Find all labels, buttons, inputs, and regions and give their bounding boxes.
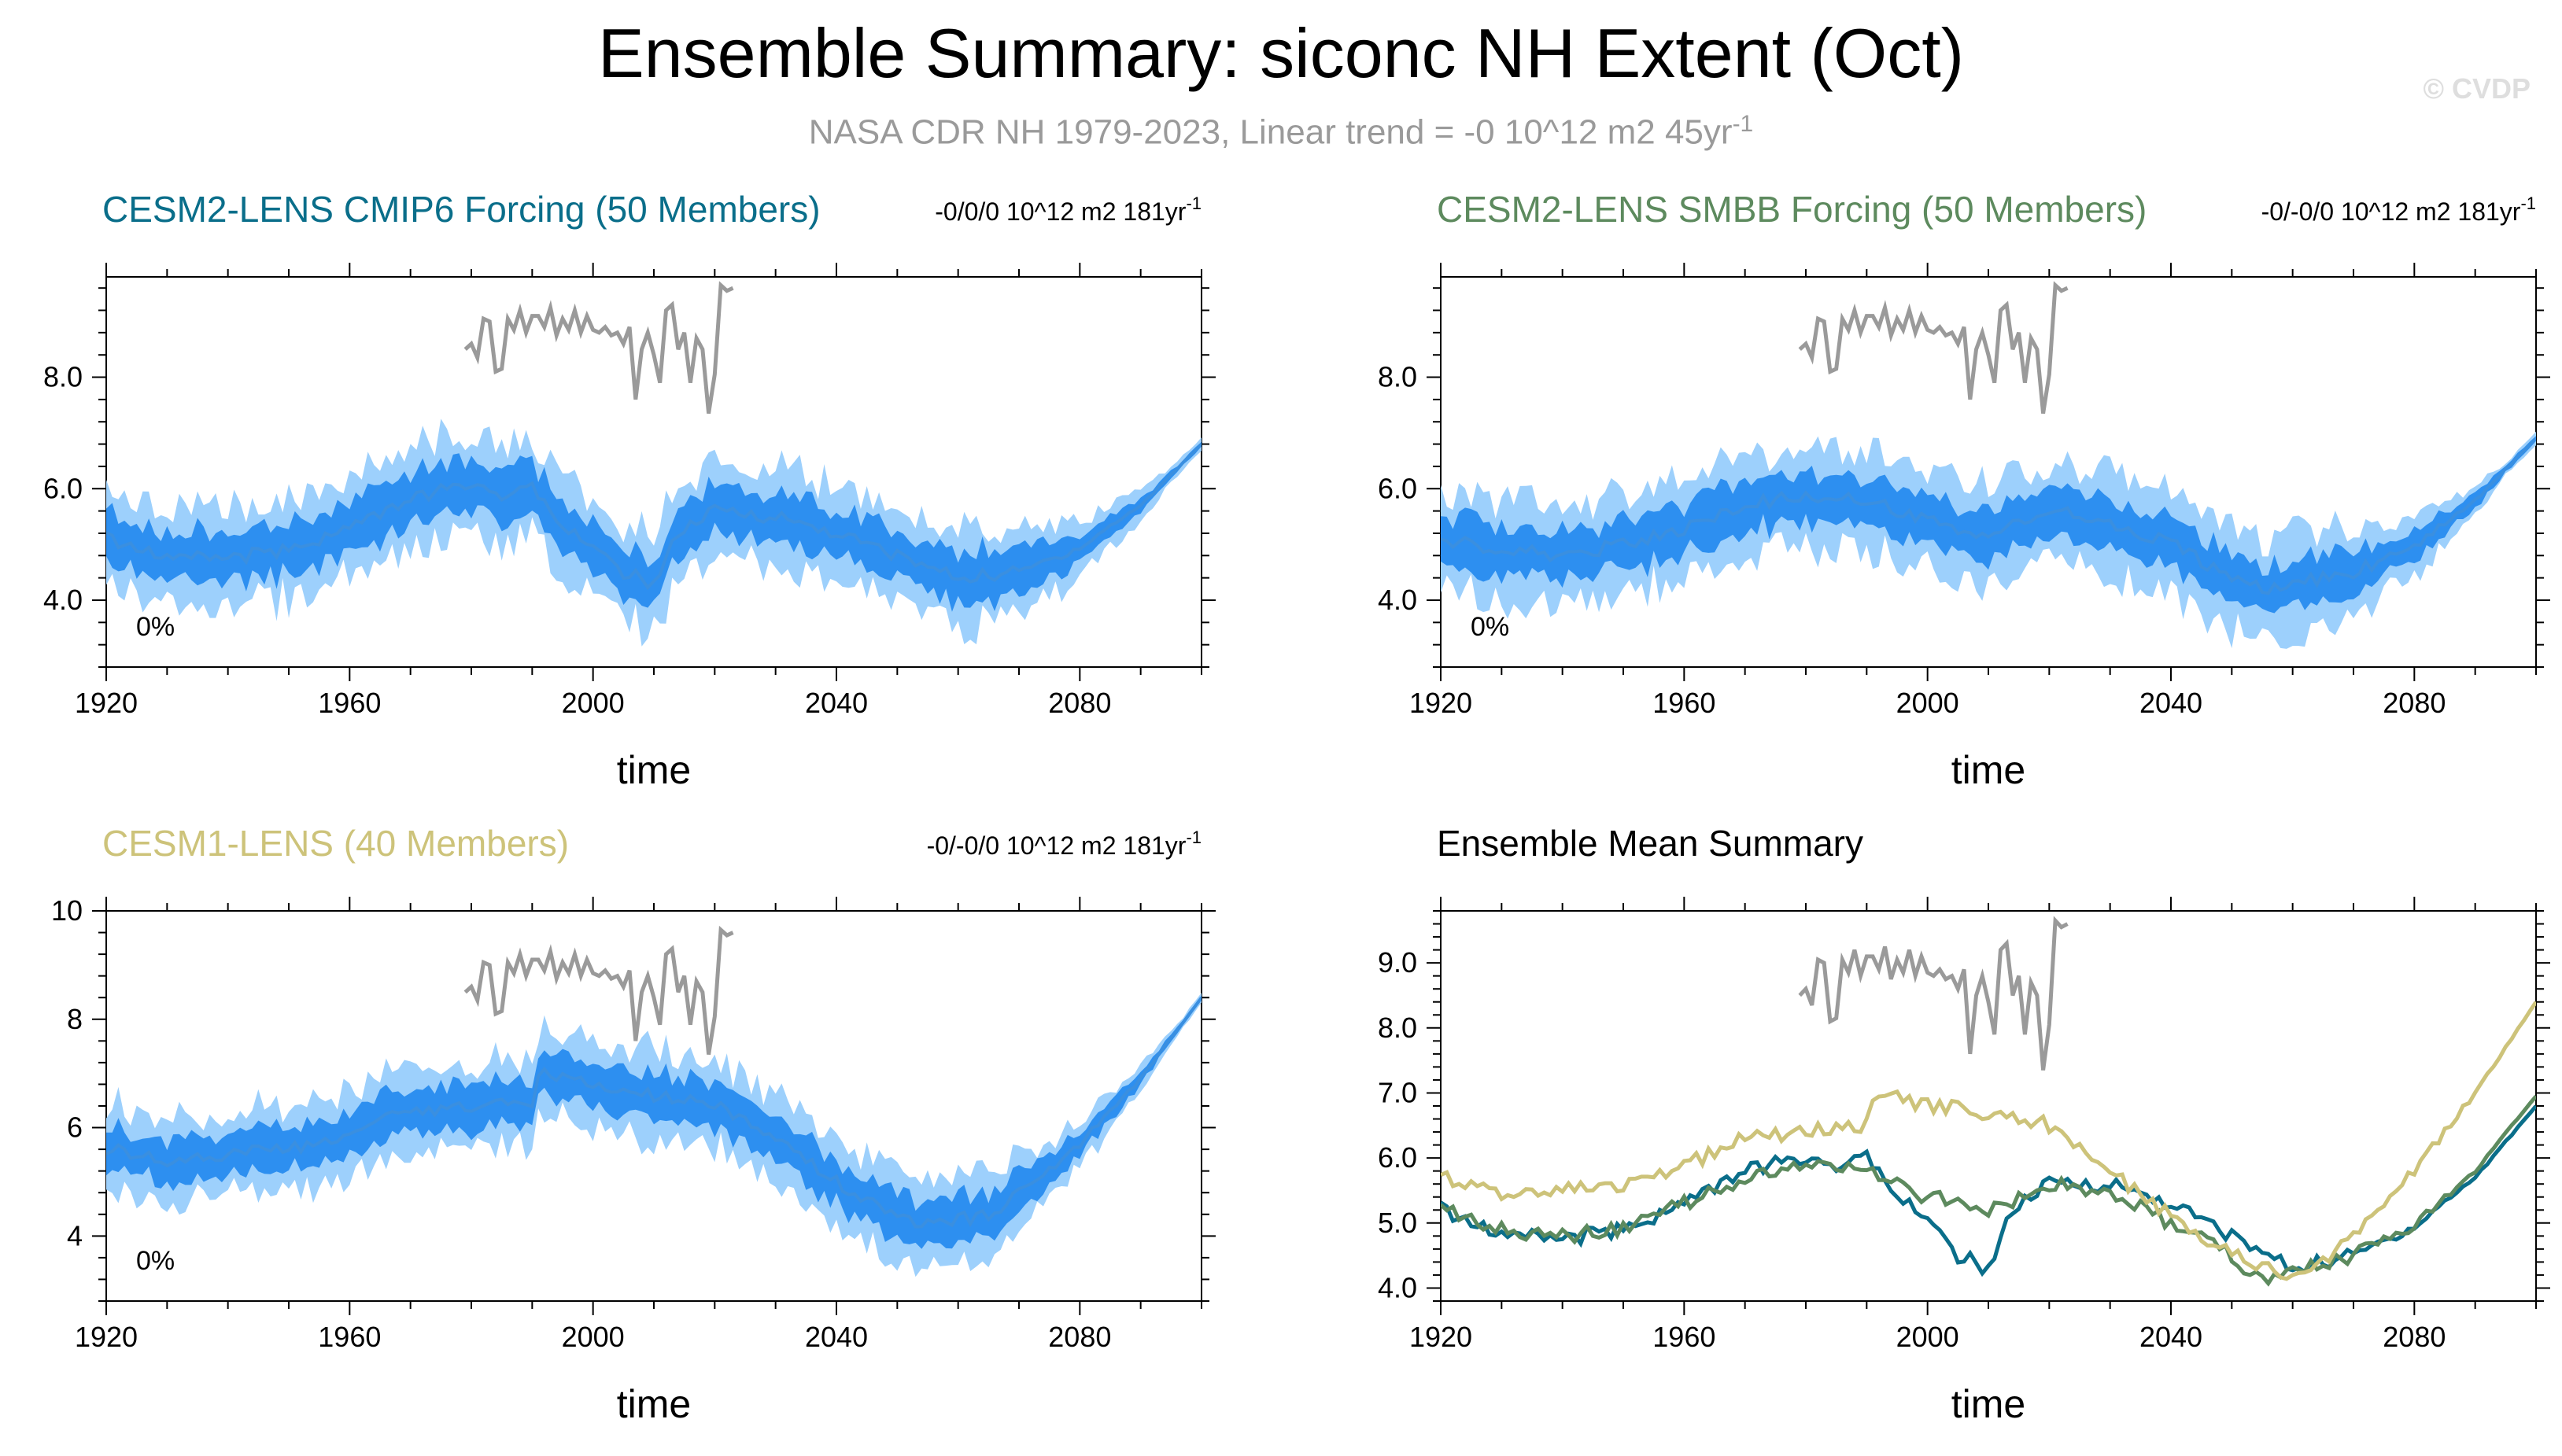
- panel-title-summary: Ensemble Mean Summary: [1437, 823, 1863, 864]
- page-subtitle: NASA CDR NH 1979-2023, Linear trend = -0…: [0, 102, 2562, 155]
- panel-cmip6: CESM2-LENS CMIP6 Forcing (50 Members) -0/…: [43, 189, 1216, 792]
- x-tick-label: 1960: [1652, 1321, 1715, 1353]
- y-tick-label: 6.0: [1378, 1141, 1417, 1174]
- observations-line: [463, 281, 734, 414]
- series-line-smbb: [1441, 1094, 2536, 1287]
- y-tick-label: 7.0: [1378, 1076, 1417, 1108]
- x-tick-label: 1960: [318, 1321, 381, 1353]
- y-tick-label: 6: [67, 1111, 83, 1144]
- trend-value: -0/-0/0 10^12 m2 181yr: [2261, 197, 2521, 226]
- y-tick-label: 8: [67, 1003, 83, 1035]
- percent-label-cmip6: 0%: [136, 612, 175, 642]
- x-tick-label: 2000: [1896, 687, 1959, 719]
- copyright-watermark: © CVDP: [2423, 72, 2531, 105]
- x-axis-label-lens1: time: [617, 1382, 691, 1426]
- series-line-cmip6: [1441, 1104, 2536, 1277]
- x-tick-label: 2000: [562, 687, 625, 719]
- x-tick-label: 1960: [1652, 687, 1715, 719]
- x-tick-label: 1920: [1409, 1321, 1472, 1353]
- trend-text-lens1: -0/-0/0 10^12 m2 181yr-1: [927, 828, 1202, 860]
- x-tick-label: 1920: [1409, 687, 1472, 719]
- x-axis-label-summary: time: [1951, 1382, 2025, 1426]
- trend-value: -0/-0/0 10^12 m2 181yr: [927, 831, 1187, 860]
- ensemble-mean-line: [106, 997, 1202, 1229]
- x-tick-label: 1920: [75, 687, 138, 719]
- x-tick-label: 2040: [2139, 1321, 2202, 1353]
- trend-text-cmip6: -0/0/0 10^12 m2 181yr-1: [935, 194, 1202, 226]
- ensemble-spread-inner: [106, 441, 1202, 612]
- panel-summary: Ensemble Mean Summary 1920 1960 2000 2040 208…: [1378, 823, 2550, 1426]
- ensemble-mean-line: [1441, 437, 2536, 595]
- x-tick-label: 1920: [75, 1321, 138, 1353]
- trend-value: -0/0/0 10^12 m2 181yr: [935, 197, 1187, 226]
- x-tick-label: 2080: [1048, 687, 1111, 719]
- x-tick-label: 2080: [2383, 687, 2446, 719]
- percent-label-smbb: 0%: [1471, 612, 1509, 642]
- plot-area-lens1: [106, 925, 1202, 1277]
- x-tick-label: 1960: [318, 687, 381, 719]
- x-axis-label-cmip6: time: [617, 748, 691, 792]
- x-tick-label: 2000: [562, 1321, 625, 1353]
- panel-lens1: CESM1-LENS (40 Members) -0/-0/0 10^12 m2 …: [51, 823, 1216, 1426]
- panel-title-lens1: CESM1-LENS (40 Members): [102, 823, 569, 864]
- page-title: Ensemble Summary: siconc NH Extent (Oct): [597, 14, 1965, 92]
- trend-superscript: -1: [1186, 828, 1202, 847]
- y-tick-label: 4: [67, 1219, 83, 1251]
- subtitle-text: NASA CDR NH 1979-2023, Linear trend = -0…: [808, 112, 1733, 152]
- y-tick-label: 4.0: [1378, 1271, 1417, 1303]
- plot-area-summary: [1441, 916, 2536, 1287]
- trend-superscript: -1: [1186, 194, 1202, 213]
- observations-line: [1798, 281, 2069, 414]
- x-tick-label: 2040: [805, 1321, 868, 1353]
- trend-text-smbb: -0/-0/0 10^12 m2 181yr-1: [2261, 194, 2536, 226]
- observations-line: [463, 925, 734, 1055]
- plot-area-cmip6: [106, 281, 1202, 647]
- y-tick-label: 4.0: [1378, 584, 1417, 616]
- x-tick-label: 2000: [1896, 1321, 1959, 1353]
- panel-title-smbb: CESM2-LENS SMBB Forcing (50 Members): [1437, 189, 2147, 230]
- y-tick-label: 8.0: [1378, 1012, 1417, 1044]
- y-tick-label: 4.0: [43, 584, 83, 616]
- y-tick-label: 6.0: [1378, 472, 1417, 504]
- panel-smbb: CESM2-LENS SMBB Forcing (50 Members) -0/-…: [1378, 189, 2550, 792]
- y-tick-label: 8.0: [43, 361, 83, 393]
- trend-superscript: -1: [2520, 194, 2536, 213]
- ensemble-spread-inner: [1441, 436, 2536, 614]
- plot-area-smbb: [1441, 281, 2536, 649]
- x-tick-label: 2080: [1048, 1321, 1111, 1353]
- x-axis-label-smbb: time: [1951, 748, 2025, 792]
- x-tick-label: 2080: [2383, 1321, 2446, 1353]
- observations-line: [1798, 916, 2069, 1071]
- percent-label-lens1: 0%: [136, 1246, 175, 1276]
- ensemble-mean-line: [106, 443, 1202, 591]
- y-tick-label: 9.0: [1378, 946, 1417, 979]
- y-tick-label: 5.0: [1378, 1207, 1417, 1239]
- series-line-lens1: [1441, 1001, 2536, 1281]
- ensemble-spread-outer: [106, 418, 1202, 647]
- x-tick-label: 2040: [2139, 687, 2202, 719]
- panel-title-cmip6: CESM2-LENS CMIP6 Forcing (50 Members): [102, 189, 821, 230]
- y-tick-label: 10: [51, 894, 83, 927]
- subtitle-superscript: -1: [1732, 111, 1754, 137]
- x-tick-label: 2040: [805, 687, 868, 719]
- y-tick-label: 6.0: [43, 472, 83, 504]
- ensemble-spread-inner: [106, 995, 1202, 1249]
- y-tick-label: 8.0: [1378, 361, 1417, 393]
